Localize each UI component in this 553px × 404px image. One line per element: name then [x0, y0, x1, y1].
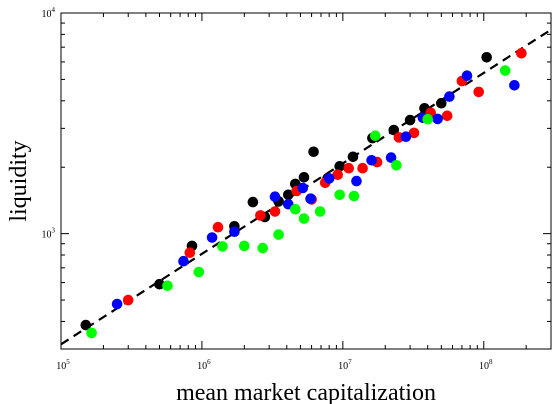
data-point	[343, 162, 355, 174]
data-point	[461, 70, 473, 81]
data-point	[154, 278, 165, 290]
data-point	[436, 97, 447, 109]
x-tick-label: 105	[56, 358, 70, 372]
data-point	[400, 131, 412, 142]
x-tick-label: 106	[197, 358, 211, 372]
x-tick-label: 107	[338, 358, 352, 372]
data-point	[193, 266, 205, 278]
data-point	[391, 160, 402, 171]
data-point	[255, 210, 266, 221]
tick-labels: 105 106 107 108 103 104	[42, 6, 494, 372]
data-point	[298, 213, 310, 224]
data-point	[298, 172, 310, 183]
data-point	[444, 91, 455, 102]
data-point	[334, 189, 346, 201]
data-point	[184, 247, 196, 258]
data-point	[247, 196, 259, 208]
data-point	[370, 130, 381, 141]
data-point	[86, 327, 97, 339]
data-point	[273, 229, 284, 240]
data-point	[432, 113, 443, 125]
data-point	[239, 240, 250, 252]
data-point	[314, 206, 326, 217]
data-point	[283, 189, 294, 201]
data-point	[351, 175, 362, 187]
plot-frame	[60, 12, 552, 350]
y-tick-label: 103	[42, 227, 56, 241]
data-point	[499, 65, 511, 76]
x-axis-title: mean market capitalization	[176, 380, 436, 404]
axis-ticks	[60, 12, 552, 350]
data-point	[269, 206, 281, 217]
data-point	[357, 162, 368, 174]
data-point	[332, 169, 344, 180]
data-point	[206, 232, 218, 243]
y-axis-title: liquidity	[6, 140, 32, 221]
data-point	[178, 255, 189, 267]
data-point	[257, 242, 269, 254]
data-point	[388, 124, 400, 136]
data-point	[305, 193, 316, 204]
y-tick-label: 104	[42, 6, 56, 20]
data-point	[308, 146, 319, 158]
data-point	[111, 298, 123, 310]
data-point	[269, 191, 281, 202]
data-point	[347, 151, 359, 163]
data-point	[509, 80, 520, 91]
data-point	[348, 190, 360, 202]
data-point	[80, 319, 92, 331]
data-point	[422, 113, 434, 125]
data-point	[217, 241, 228, 252]
data-point	[297, 182, 309, 194]
data-point	[385, 152, 397, 163]
data-point	[408, 127, 420, 139]
data-point	[516, 48, 527, 59]
data-point	[473, 86, 485, 98]
data-point	[404, 114, 416, 126]
data-point	[212, 221, 224, 233]
data-point	[441, 110, 453, 122]
data-point	[481, 52, 493, 63]
data-point	[122, 294, 134, 306]
data-point	[334, 161, 346, 172]
data-point	[162, 280, 173, 292]
x-tick-label: 108	[479, 358, 493, 372]
data-point	[229, 226, 240, 237]
data-point	[290, 203, 301, 215]
data-point	[366, 155, 377, 166]
data-point	[323, 173, 335, 184]
data-points	[80, 48, 527, 339]
